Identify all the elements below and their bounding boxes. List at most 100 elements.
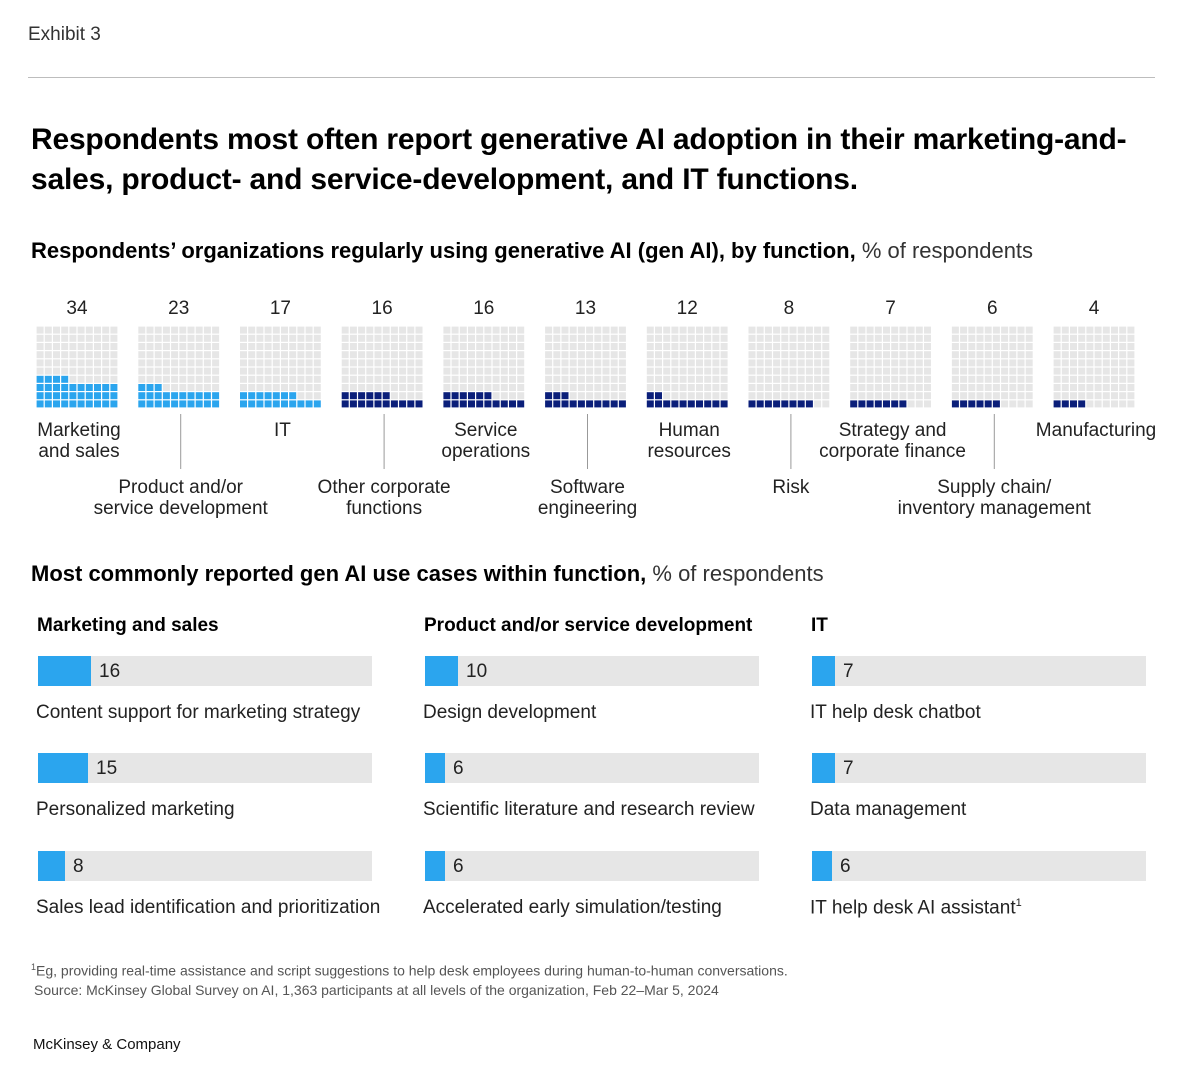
waffle-cell-empty bbox=[171, 384, 179, 391]
waffle-cell-empty bbox=[610, 375, 618, 383]
waffle-cell-empty bbox=[822, 375, 830, 383]
waffle-cell-empty bbox=[492, 351, 500, 359]
brand-logo-text: McKinsey & Company bbox=[33, 1036, 181, 1053]
waffle-cell-filled bbox=[655, 392, 662, 400]
waffle-cell-empty bbox=[500, 375, 508, 383]
waffle-cell-empty bbox=[85, 367, 93, 375]
waffle-cell-empty bbox=[415, 359, 423, 367]
waffle-cell-empty bbox=[313, 326, 321, 334]
waffle-cell-empty bbox=[195, 334, 203, 342]
waffle-cell-empty bbox=[187, 334, 195, 342]
waffle-cell-filled bbox=[36, 375, 44, 383]
waffle-cell-empty bbox=[1111, 367, 1118, 375]
exhibit-label: Exhibit 3 bbox=[28, 24, 101, 45]
waffle-cell-empty bbox=[704, 375, 712, 383]
waffle-cell-empty bbox=[789, 351, 797, 359]
waffle-cell-empty bbox=[960, 367, 968, 375]
waffle-cell-empty bbox=[399, 326, 407, 334]
waffle-cell-empty bbox=[586, 326, 594, 334]
waffle-cell-empty bbox=[374, 343, 382, 350]
waffle-cell-empty bbox=[390, 367, 398, 375]
waffle-cell-empty bbox=[509, 334, 516, 342]
waffle-value-label: 6 bbox=[987, 298, 998, 319]
waffle-cell-empty bbox=[561, 351, 569, 359]
waffle-cell-empty bbox=[1102, 359, 1110, 367]
usecase-value-label: 15 bbox=[96, 758, 118, 779]
waffle-cell-empty bbox=[1053, 375, 1061, 383]
waffle-cell-empty bbox=[805, 359, 813, 367]
waffle-cell-empty bbox=[1009, 351, 1017, 359]
waffle-cell-empty bbox=[618, 392, 626, 400]
waffle-cell-empty bbox=[773, 359, 781, 367]
waffle-cell-empty bbox=[874, 367, 882, 375]
waffle-cell-empty bbox=[399, 392, 407, 400]
waffle-cell-empty bbox=[36, 326, 44, 334]
waffle-cell-empty bbox=[415, 375, 423, 383]
waffle-cell-empty bbox=[789, 384, 797, 391]
usecase-footnote-mark: 1 bbox=[1015, 897, 1022, 909]
waffle-cell-empty bbox=[756, 351, 764, 359]
waffle-cell-empty bbox=[1111, 326, 1118, 334]
waffle-cell-empty bbox=[272, 326, 280, 334]
waffle-cell-empty bbox=[951, 375, 959, 383]
waffle-cell-empty bbox=[805, 367, 813, 375]
waffle-cell-filled bbox=[756, 400, 764, 408]
waffle-cell-empty bbox=[171, 367, 179, 375]
waffle-cell-empty bbox=[349, 359, 357, 367]
waffle-cell-empty bbox=[805, 392, 813, 400]
waffle-cell-empty bbox=[382, 351, 390, 359]
waffle-cell-empty bbox=[1086, 351, 1094, 359]
waffle-cell-empty bbox=[1025, 326, 1033, 334]
waffle-cell-empty bbox=[256, 351, 264, 359]
waffle-cell-empty bbox=[256, 326, 264, 334]
waffle-category-label: functions bbox=[346, 498, 422, 519]
waffle-cell-empty bbox=[451, 359, 459, 367]
waffle-cell-empty bbox=[382, 334, 390, 342]
waffle-cell-empty bbox=[94, 375, 101, 383]
waffle-chart-title-unit: % of respondents bbox=[855, 238, 1034, 263]
usecase-value-label: 6 bbox=[840, 856, 851, 877]
waffle-cell-filled bbox=[610, 400, 618, 408]
waffle-cell-empty bbox=[866, 392, 874, 400]
waffle-cell-empty bbox=[712, 375, 720, 383]
waffle-cell-empty bbox=[374, 384, 382, 391]
waffle-cell-empty bbox=[390, 359, 398, 367]
waffle-cell-filled bbox=[358, 392, 366, 400]
waffle-cell-empty bbox=[1127, 375, 1135, 383]
waffle-cell-empty bbox=[907, 343, 915, 350]
waffle-cell-empty bbox=[313, 375, 321, 383]
waffle-cell-empty bbox=[586, 343, 594, 350]
waffle-cell-empty bbox=[171, 375, 179, 383]
waffle-cell-empty bbox=[822, 326, 830, 334]
waffle-cell-empty bbox=[297, 367, 305, 375]
waffle-cell-empty bbox=[492, 326, 500, 334]
waffle-cell-filled bbox=[850, 400, 858, 408]
waffle-category-label: Risk bbox=[772, 477, 809, 498]
waffle-cell-empty bbox=[509, 375, 516, 383]
waffle-cell-empty bbox=[94, 326, 101, 334]
waffle-cell-empty bbox=[1061, 367, 1069, 375]
waffle-cell-empty bbox=[407, 384, 415, 391]
waffle-cell-empty bbox=[814, 326, 822, 334]
waffle-cell-empty bbox=[646, 375, 654, 383]
waffle-cell-empty bbox=[36, 367, 44, 375]
waffle-cell-empty bbox=[1070, 367, 1077, 375]
waffle-cell-empty bbox=[960, 343, 968, 350]
waffle-cell-filled bbox=[77, 400, 85, 408]
waffle-cell-filled bbox=[866, 400, 874, 408]
waffle-cell-empty bbox=[594, 384, 602, 391]
waffle-cell-empty bbox=[171, 343, 179, 350]
waffle-cell-empty bbox=[36, 359, 44, 367]
waffle-cell-empty bbox=[720, 343, 728, 350]
usecase-label: Personalized marketing bbox=[36, 799, 235, 820]
waffle-cell-filled bbox=[390, 400, 398, 408]
waffle-cell-empty bbox=[748, 359, 756, 367]
waffle-cell-empty bbox=[272, 359, 280, 367]
waffle-cell-empty bbox=[407, 343, 415, 350]
waffle-cell-empty bbox=[720, 334, 728, 342]
waffle-cell-empty bbox=[569, 351, 577, 359]
waffle-cell-empty bbox=[1001, 334, 1009, 342]
waffle-cell-filled bbox=[545, 392, 553, 400]
waffle-cell-empty bbox=[756, 392, 764, 400]
